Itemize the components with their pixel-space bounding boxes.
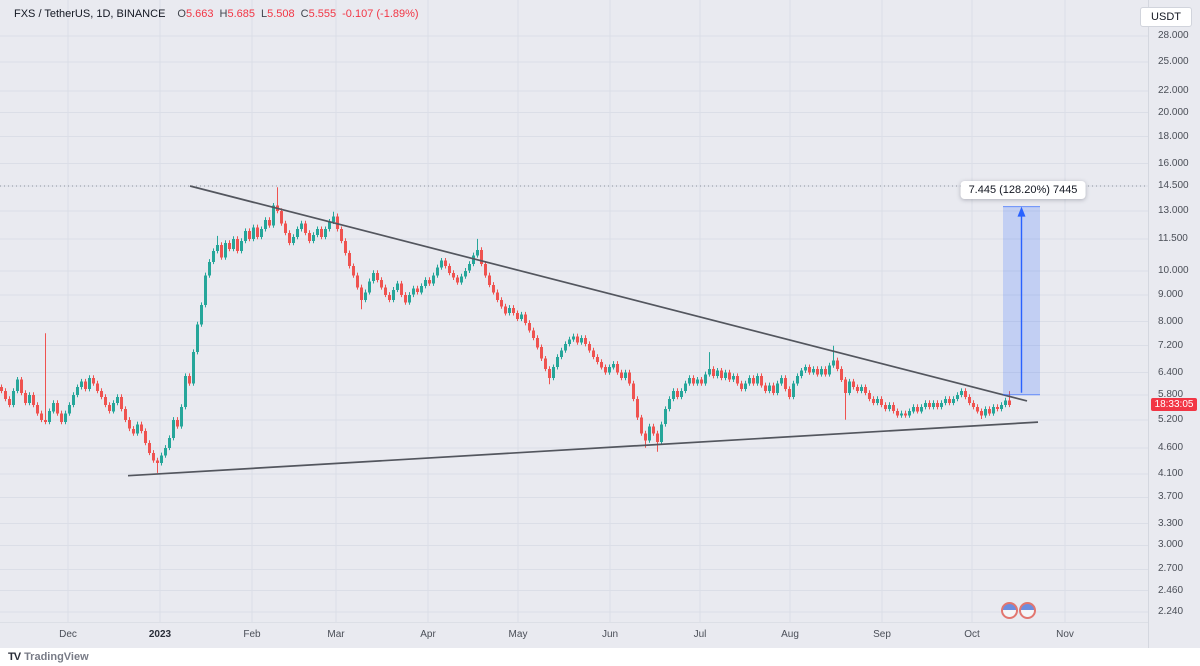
price-axis-label: 13.000 <box>1158 205 1189 216</box>
price-axis-label: 5.800 <box>1158 389 1184 400</box>
tradingview-logo[interactable]: TV TradingView <box>8 651 89 663</box>
price-axis-label: 16.000 <box>1158 158 1189 169</box>
emoji-sticker-icon[interactable] <box>1019 602 1036 619</box>
price-axis-label: 7.200 <box>1158 340 1184 351</box>
price-axis-label: 4.100 <box>1158 468 1184 479</box>
time-axis-label: Aug <box>781 629 799 640</box>
open-value: 5.663 <box>185 8 214 20</box>
time-axis-label: 2023 <box>148 629 172 640</box>
tradingview-logo-text: TradingView <box>24 651 89 663</box>
candlestick-plot[interactable] <box>0 0 1148 622</box>
currency-toggle-button[interactable]: USDT <box>1140 7 1192 27</box>
symbol-title[interactable]: FXS / TetherUS, 1D, BINANCE <box>14 8 166 20</box>
time-axis-label: Jul <box>693 629 707 640</box>
price-axis-label: 2.700 <box>1158 563 1184 574</box>
emoji-stickers[interactable] <box>1001 602 1036 619</box>
open-label: O <box>177 8 186 20</box>
time-axis-label: Dec <box>59 629 77 640</box>
chart-canvas[interactable] <box>0 0 1148 622</box>
price-axis-label: 11.500 <box>1158 233 1188 244</box>
measure-tool-label[interactable]: 7.445 (128.20%) 7445 <box>960 181 1086 199</box>
high-value: 5.685 <box>227 8 255 20</box>
price-axis-label: 28.000 <box>1158 30 1189 41</box>
low-label: L <box>260 8 268 20</box>
time-axis[interactable]: Dec 2023 Feb Mar Apr May Jun Jul Aug Sep Oct Nov <box>0 622 1148 649</box>
time-axis-label: Apr <box>420 629 436 640</box>
price-axis-label: 3.700 <box>1158 491 1184 502</box>
symbol-legend: FXS / TetherUS, 1D, BINANCE O5.663 H5.685 L… <box>14 8 419 20</box>
close-label: C <box>300 8 309 20</box>
price-axis-label: 2.460 <box>1158 585 1184 596</box>
low-value: 5.508 <box>267 8 295 20</box>
footer-bar: TV TradingView <box>0 648 1200 666</box>
change-value: -0.107 (-1.89%) <box>342 8 419 20</box>
price-axis-label: 14.500 <box>1158 180 1189 191</box>
time-axis-label: Sep <box>873 629 891 640</box>
price-axis-label: 18.000 <box>1158 131 1189 142</box>
price-axis-label: 9.000 <box>1158 289 1184 300</box>
price-axis-label: 8.000 <box>1158 316 1184 327</box>
countdown-price-label: 18:33:05 <box>1151 398 1197 411</box>
time-axis-label: Feb <box>243 629 261 640</box>
price-axis-label: 6.400 <box>1158 367 1184 378</box>
price-axis-label: 3.300 <box>1158 518 1184 529</box>
close-value: 5.555 <box>308 8 337 20</box>
time-axis-label: May <box>508 629 528 640</box>
price-axis-label: 3.000 <box>1158 539 1184 550</box>
price-axis-label: 4.600 <box>1158 442 1184 453</box>
price-axis[interactable]: 28.000 25.000 22.000 20.000 18.000 16.000 14.5… <box>1148 0 1200 648</box>
price-axis-label: 25.000 <box>1158 56 1189 67</box>
high-label: H <box>219 8 228 20</box>
price-axis-label: 22.000 <box>1158 85 1189 96</box>
price-axis-label: 2.240 <box>1158 606 1184 617</box>
tradingview-logo-icon: TV <box>8 651 21 663</box>
price-axis-label: 5.200 <box>1158 414 1184 425</box>
time-axis-label: Jun <box>601 629 619 640</box>
emoji-sticker-icon[interactable] <box>1001 602 1018 619</box>
price-axis-label: 20.000 <box>1158 107 1189 118</box>
time-axis-label: Nov <box>1056 629 1074 640</box>
time-axis-label: Oct <box>964 629 980 640</box>
price-axis-label: 10.000 <box>1158 265 1189 276</box>
time-axis-label: Mar <box>327 629 345 640</box>
